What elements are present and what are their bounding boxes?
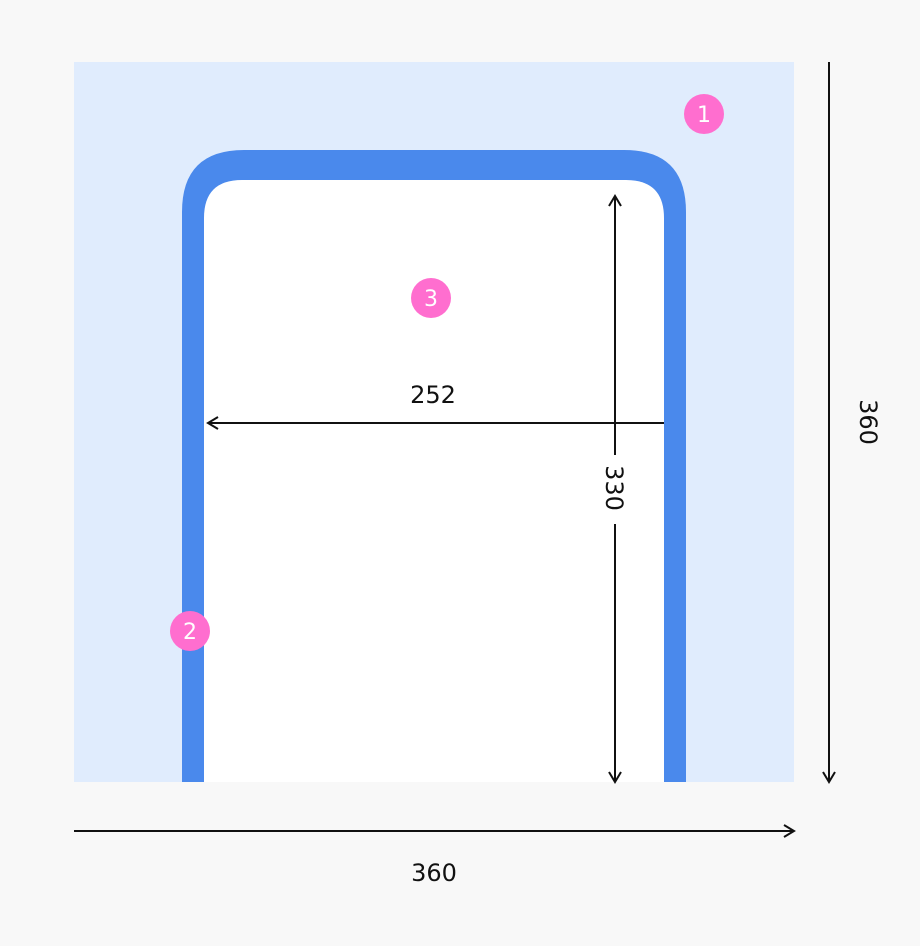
inner-content-area	[204, 180, 664, 782]
height-330-label: 330	[600, 465, 628, 511]
svg-text:2: 2	[183, 620, 197, 645]
badge-1: 1	[684, 94, 724, 134]
svg-text:3: 3	[424, 287, 438, 312]
width-360-label: 360	[411, 859, 457, 887]
height-360-label: 360	[854, 399, 882, 445]
svg-text:1: 1	[697, 103, 711, 128]
badge-2: 2	[170, 611, 210, 651]
width-252-label: 252	[410, 381, 456, 409]
badge-3: 3	[411, 278, 451, 318]
